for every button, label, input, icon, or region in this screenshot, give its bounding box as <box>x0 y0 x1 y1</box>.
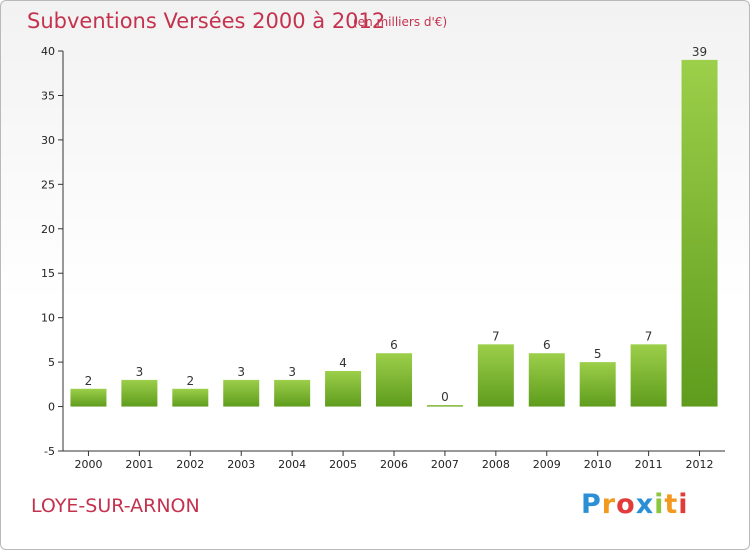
x-tick-label: 2012 <box>686 458 714 471</box>
x-tick-label: 2006 <box>380 458 408 471</box>
y-tick-label: 15 <box>41 267 55 280</box>
x-tick-label: 2003 <box>227 458 255 471</box>
data-label-2010: 5 <box>594 347 602 361</box>
x-tick-label: 2008 <box>482 458 510 471</box>
y-tick-label: 35 <box>41 89 55 102</box>
bar-2008 <box>477 344 514 407</box>
y-tick-label: 25 <box>41 178 55 191</box>
bar-2006 <box>376 353 412 407</box>
data-label-2009: 6 <box>543 338 551 352</box>
bars <box>70 59 718 407</box>
data-label-2000: 2 <box>85 374 93 388</box>
y-tick-label: 30 <box>41 134 55 147</box>
data-label-2012: 39 <box>692 45 707 59</box>
data-label-2011: 7 <box>645 329 653 343</box>
data-label-2004: 3 <box>288 365 296 379</box>
chart-title: Subventions Versées 2000 à 2012 <box>27 9 386 33</box>
x-tick-label: 2004 <box>278 458 306 471</box>
logo-letter: x <box>635 489 655 520</box>
bar-2002 <box>172 388 209 407</box>
bar-2011 <box>630 344 667 407</box>
bar-2004 <box>274 379 311 407</box>
data-label-2001: 3 <box>136 365 144 379</box>
y-tick-label: -5 <box>44 445 55 458</box>
y-tick-label: 5 <box>48 356 55 369</box>
data-label-2008: 7 <box>492 329 500 343</box>
bar-2001 <box>121 379 158 407</box>
y-tick-label: 0 <box>48 401 55 414</box>
bar-2010 <box>579 362 616 407</box>
chart-subtitle: (en milliers d'€) <box>353 15 448 29</box>
logo-letter: t <box>664 489 679 520</box>
bar-2005 <box>325 371 362 407</box>
x-tick-label: 2007 <box>431 458 459 471</box>
bar-2007 <box>426 405 463 407</box>
y-tick-label: 40 <box>41 45 55 58</box>
x-tick-label: 2000 <box>74 458 102 471</box>
proxiti-logo[interactable]: Proxiti <box>581 489 689 520</box>
data-label-2006: 6 <box>390 338 398 352</box>
bar-2003 <box>223 379 260 407</box>
logo-letter: P <box>581 489 602 520</box>
bar-2012 <box>681 59 718 407</box>
data-label-2002: 2 <box>186 374 194 388</box>
x-tick-label: 2011 <box>635 458 663 471</box>
commune-name: LOYE-SUR-ARNON <box>31 495 200 517</box>
data-label-2007: 0 <box>441 390 449 404</box>
x-tick-label: 2009 <box>533 458 561 471</box>
logo-letter: o <box>616 489 636 520</box>
y-tick-label: 20 <box>41 223 55 236</box>
x-tick-label: 2002 <box>176 458 204 471</box>
x-tick-label: 2005 <box>329 458 357 471</box>
data-labels: 2 3 2 3 3 4 6 0 7 6 5 7 39 <box>85 45 708 404</box>
bar-2000 <box>70 388 107 407</box>
data-label-2005: 4 <box>339 356 347 370</box>
logo-letter: i <box>678 489 689 520</box>
logo-letter: i <box>654 489 665 520</box>
x-tick-label: 2001 <box>125 458 153 471</box>
y-tick-label: 10 <box>41 312 55 325</box>
x-tick-label: 2010 <box>584 458 612 471</box>
bar-2009 <box>528 353 565 407</box>
data-label-2003: 3 <box>237 365 245 379</box>
logo-letter: r <box>601 489 617 520</box>
